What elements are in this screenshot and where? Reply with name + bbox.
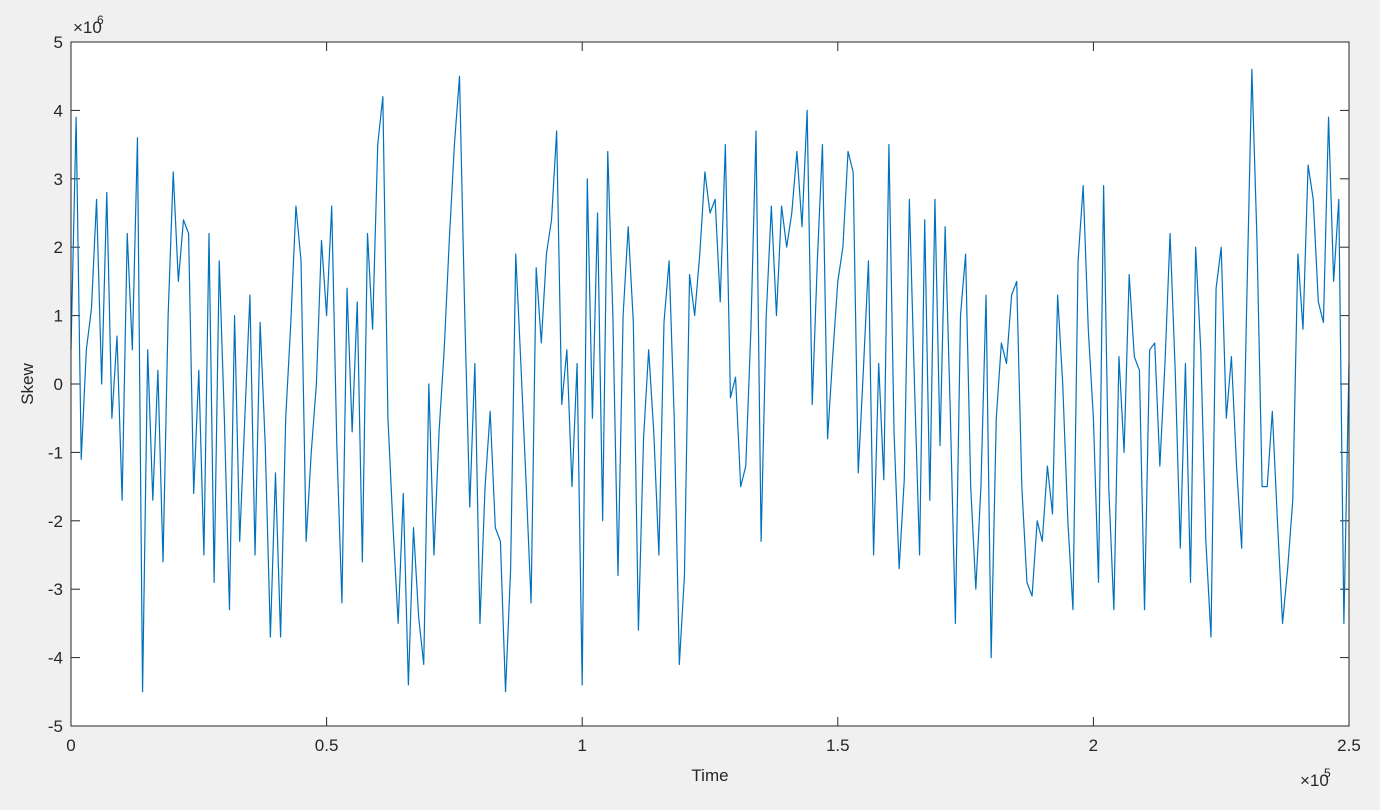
y-tick-label: -1 [48, 443, 63, 462]
y-tick-label: 3 [54, 170, 63, 189]
x-tick-label: 2.5 [1337, 736, 1361, 755]
x-exponent-base: ×10 [1300, 771, 1329, 790]
axes-box [70, 41, 1350, 727]
x-tick-label: 0.5 [315, 736, 339, 755]
plot-area [71, 42, 1349, 726]
y-axis-label: Skew [18, 362, 37, 404]
y-tick-label: 0 [54, 375, 63, 394]
y-tick-label: -4 [48, 649, 63, 668]
data-line [70, 68, 1350, 693]
x-tick-label: 1.5 [826, 736, 850, 755]
y-exponent: 6 [97, 13, 104, 27]
x-tick-label: 0 [66, 736, 75, 755]
x-tick-label: 2 [1089, 736, 1098, 755]
y-tick-label: -5 [48, 717, 63, 736]
x-exponent: 5 [1324, 766, 1331, 780]
y-tick-label: 2 [54, 238, 63, 257]
y-tick-label: -2 [48, 512, 63, 531]
y-tick-label: 5 [54, 33, 63, 52]
y-exponent-base: ×10 [73, 18, 102, 37]
y-tick-label: 1 [54, 307, 63, 326]
x-axis-label: Time [691, 766, 728, 785]
y-tick-label: 4 [54, 101, 63, 120]
x-tick-label: 1 [577, 736, 586, 755]
y-tick-label: -3 [48, 580, 63, 599]
